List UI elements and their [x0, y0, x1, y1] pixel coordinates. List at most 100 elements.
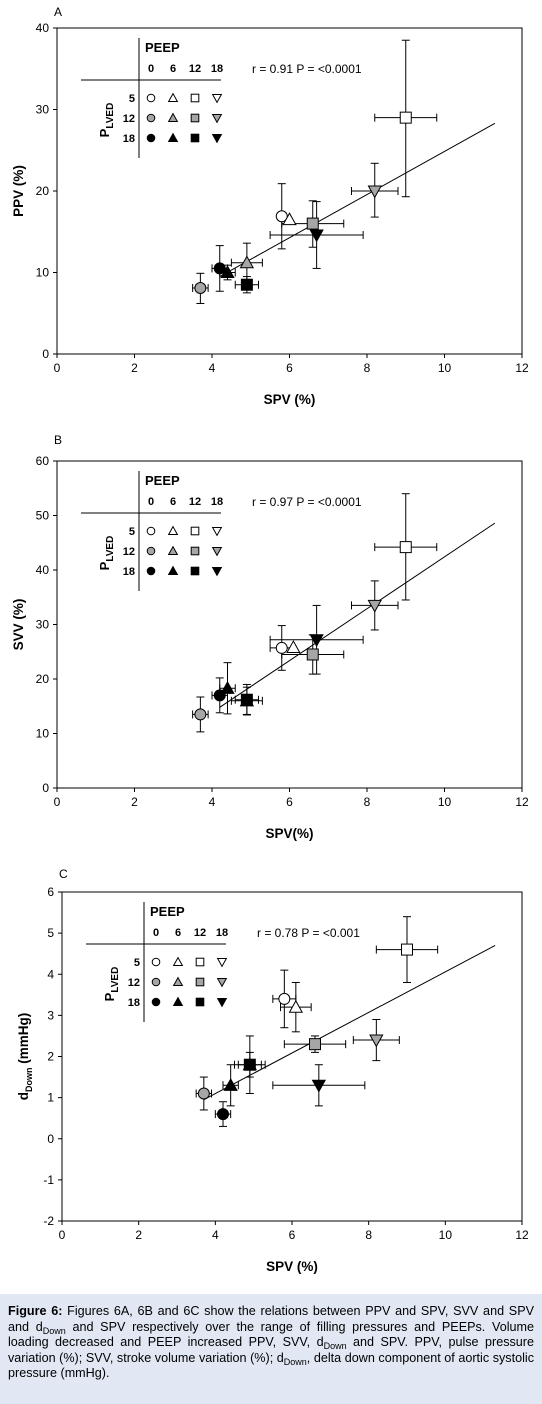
legend-col-label: 18	[211, 496, 223, 508]
plot-frame	[56, 460, 523, 789]
y-tick-label: 40	[36, 563, 50, 577]
data-point-peep6-plved18	[220, 265, 235, 279]
legend-row-title: PLVED	[97, 536, 116, 571]
legend-row-label: 5	[134, 957, 140, 969]
data-point-peep18-plved12	[367, 185, 382, 199]
y-tick-label: 5	[47, 926, 54, 940]
legend: PEEP 0 6 12 18 5 12 18 PLVED	[81, 471, 223, 591]
panel-label: B	[54, 433, 62, 447]
x-tick-label: 2	[131, 361, 138, 375]
legend-row-label: 12	[123, 113, 135, 125]
data-point-peep0-plved12	[194, 708, 207, 721]
legend-marker	[172, 996, 184, 1006]
legend-marker	[167, 132, 179, 142]
legend-col-label: 18	[211, 63, 223, 75]
figure-caption: Figure 6: Figures 6A, 6B and 6C show the…	[0, 1294, 542, 1404]
y-tick-label: 0	[42, 781, 49, 795]
legend-marker	[167, 112, 179, 122]
legend-row-label: 5	[129, 526, 135, 538]
y-tick-label: 30	[36, 618, 50, 632]
legend-marker	[146, 93, 156, 103]
x-tick-label: 8	[364, 361, 371, 375]
y-axis-title: PPV (%)	[11, 165, 26, 217]
legend-col-label: 12	[189, 496, 201, 508]
caption-label: Figure 6:	[8, 1304, 63, 1318]
x-tick-label: 12	[515, 361, 529, 375]
y-tick-label: 40	[36, 21, 50, 35]
legend-row-label: 12	[123, 546, 135, 558]
data-point-peep6-plved5	[286, 640, 301, 653]
data-point-peep6-plved5	[288, 999, 304, 1013]
legend-title: PEEP	[145, 473, 180, 488]
x-tick-label: 8	[364, 795, 371, 809]
x-tick-label: 10	[438, 361, 452, 375]
legend-marker	[211, 567, 223, 577]
chart-a: A 0 2 4 6 8 10 12 0 10 20 30 40 SPV (%) PPV (%) r = 0.9…	[11, 5, 529, 407]
legend-marker	[167, 565, 179, 575]
legend-marker	[146, 113, 156, 123]
plot-frame	[61, 891, 523, 1222]
x-tick-label: 0	[54, 795, 61, 809]
legend-col-label: 6	[175, 927, 181, 939]
panel-label: C	[59, 867, 68, 881]
y-tick-label: 50	[36, 509, 50, 523]
regression-line	[219, 522, 496, 708]
y-tick-label: 3	[47, 1008, 54, 1022]
data-point-peep12-plved5	[399, 541, 412, 554]
y-axis-title: dDown (mmHg)	[16, 1013, 34, 1101]
legend-col-label: 6	[170, 63, 176, 75]
legend-marker	[146, 566, 156, 576]
legend-marker	[216, 958, 228, 968]
x-axis-title: SPV(%)	[265, 826, 313, 841]
y-tick-label: 20	[36, 672, 50, 686]
x-tick-label: 12	[515, 1228, 529, 1242]
y-tick-label: 10	[36, 266, 50, 280]
data-point-peep12-plved18	[243, 1058, 256, 1071]
data-point-peep0-plved12	[194, 281, 207, 294]
legend-marker	[151, 997, 161, 1007]
data-point-peep6-plved12	[239, 255, 255, 269]
x-tick-label: 2	[135, 1228, 142, 1242]
legend-marker	[146, 133, 156, 143]
data-point-peep18-plved18	[309, 634, 324, 648]
y-tick-label: 20	[36, 184, 50, 198]
legend-marker	[167, 545, 179, 555]
plot-frame	[56, 27, 523, 355]
legend-marker	[146, 546, 156, 556]
data-point-peep0-plved18	[217, 1108, 229, 1121]
data-point-peep0-plved5	[278, 992, 291, 1005]
data-point-peep6-plved18	[223, 1077, 238, 1091]
legend-marker	[211, 547, 223, 557]
data-point-peep18-plved18	[311, 1079, 327, 1093]
legend-row-title: PLVED	[97, 103, 116, 138]
data-point-peep12-plved5	[401, 943, 413, 956]
legend-row-label: 5	[129, 93, 135, 105]
legend-title: PEEP	[150, 904, 185, 919]
legend-marker	[211, 94, 223, 104]
x-tick-label: 4	[212, 1228, 219, 1242]
legend-row-label: 18	[123, 566, 135, 578]
data-point-peep0-plved5	[275, 641, 288, 654]
legend-marker	[216, 998, 228, 1008]
legend-marker	[172, 956, 184, 966]
data-point-peep18-plved18	[309, 229, 324, 243]
panel-label: A	[54, 5, 62, 19]
y-tick-label: 6	[47, 885, 54, 899]
legend-marker	[216, 978, 228, 988]
regression-line	[219, 122, 496, 278]
legend-marker	[211, 527, 223, 537]
data-point-peep12-plved12	[306, 648, 319, 661]
legend-col-label: 0	[153, 927, 159, 939]
x-tick-label: 6	[286, 361, 293, 375]
x-tick-label: 6	[289, 1228, 296, 1242]
legend-marker	[190, 113, 200, 123]
data-point-peep0-plved12	[197, 1087, 210, 1100]
y-tick-label: 2	[47, 1050, 54, 1064]
legend-col-label: 12	[194, 927, 206, 939]
x-tick-label: 12	[515, 795, 529, 809]
correlation-annotation: r = 0.97 P = <0.0001	[252, 495, 362, 509]
legend-marker	[195, 957, 205, 967]
legend-row-title: PLVED	[102, 967, 121, 1002]
